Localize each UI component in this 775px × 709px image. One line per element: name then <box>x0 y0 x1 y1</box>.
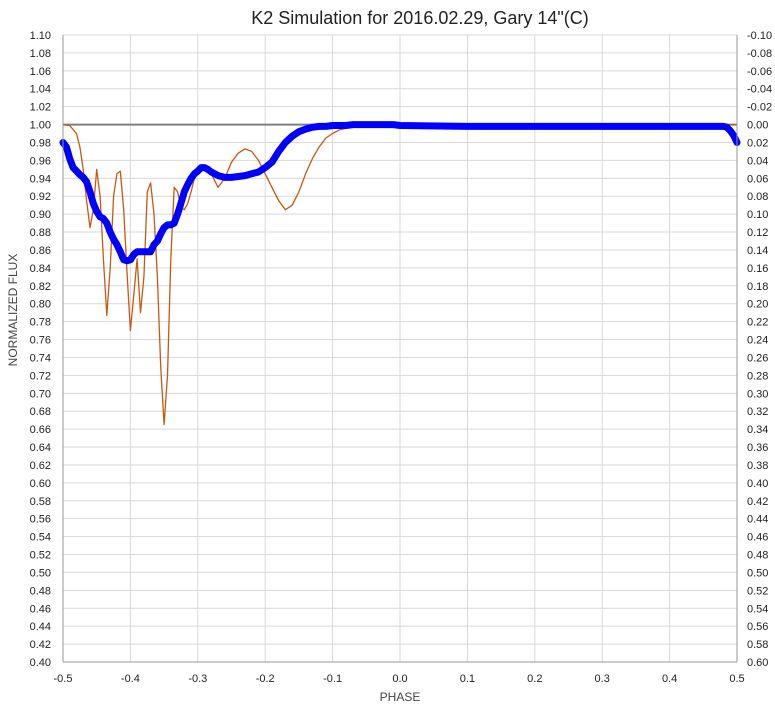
y2-tick-label: 0.54 <box>747 603 768 615</box>
y2-tick-label: -0.06 <box>747 66 772 78</box>
y2-tick-label: -0.04 <box>747 84 772 96</box>
y2-tick-label: 0.56 <box>747 621 768 633</box>
y-tick-label: 0.68 <box>30 406 51 418</box>
y-tick-label: 0.42 <box>30 639 51 651</box>
y-tick-label: 0.72 <box>30 370 51 382</box>
y2-tick-label: 0.12 <box>747 227 768 239</box>
y-tick-label: 1.04 <box>30 84 51 96</box>
y2-tick-label: 0.22 <box>747 317 768 329</box>
y-tick-label: 1.02 <box>30 102 51 114</box>
y-tick-label: 1.10 <box>30 30 51 42</box>
chart-title: K2 Simulation for 2016.02.29, Gary 14"(C… <box>251 8 589 28</box>
y2-tick-label: 0.28 <box>747 370 768 382</box>
y2-tick-label: 0.14 <box>747 245 768 257</box>
y2-tick-label: 0.44 <box>747 514 768 526</box>
y-tick-label: 0.76 <box>30 335 51 347</box>
y2-tick-label: 0.18 <box>747 281 768 293</box>
y-axis-label: NORMALIZED FLUX <box>6 254 20 367</box>
x-tick-label: -0.5 <box>54 673 73 685</box>
y-tick-label: 0.74 <box>30 352 51 364</box>
y2-tick-label: 0.58 <box>747 639 768 651</box>
y-tick-label: 1.06 <box>30 66 51 78</box>
x-tick-label: 0.1 <box>460 673 475 685</box>
x-tick-label: -0.3 <box>188 673 207 685</box>
y-tick-label: 0.84 <box>30 263 51 275</box>
y-tick-label: 0.54 <box>30 532 51 544</box>
y2-tick-label: 0.48 <box>747 550 768 562</box>
x-tick-label: -0.1 <box>323 673 342 685</box>
y2-tick-label: 0.16 <box>747 263 768 275</box>
y2-tick-label: 0.02 <box>747 137 768 149</box>
y-tick-label: 1.08 <box>30 48 51 60</box>
y2-tick-label: 0.52 <box>747 585 768 597</box>
y-tick-label: 0.56 <box>30 514 51 526</box>
y2-tick-label: 0.40 <box>747 478 768 490</box>
y-tick-label: 0.96 <box>30 155 51 167</box>
y2-tick-label: 0.36 <box>747 442 768 454</box>
y2-tick-label: 0.30 <box>747 388 768 400</box>
y2-tick-label: -0.02 <box>747 102 772 114</box>
y-tick-label: 0.98 <box>30 137 51 149</box>
y2-tick-label: 0.04 <box>747 155 768 167</box>
y-tick-label: 0.88 <box>30 227 51 239</box>
x-tick-label: 0.3 <box>595 673 610 685</box>
series-blue-line <box>59 121 741 265</box>
x-tick-label: 0.4 <box>662 673 677 685</box>
y2-tick-label: 0.42 <box>747 496 768 508</box>
y2-tick-label: 0.60 <box>747 657 768 669</box>
series-layer <box>59 121 741 426</box>
y-tick-label: 0.62 <box>30 460 51 472</box>
y-tick-label: 0.46 <box>30 603 51 615</box>
y2-tick-label: 0.10 <box>747 209 768 221</box>
y-tick-label: 0.80 <box>30 299 51 311</box>
y2-tick-label: 0.08 <box>747 191 768 203</box>
x-tick-label: 0.2 <box>527 673 542 685</box>
y-tick-label: 0.52 <box>30 550 51 562</box>
x-axis-label: PHASE <box>380 690 421 704</box>
y-tick-label: 0.66 <box>30 424 51 436</box>
y-tick-label: 0.44 <box>30 621 51 633</box>
x-tick-label: -0.2 <box>256 673 275 685</box>
y2-tick-label: 0.24 <box>747 335 768 347</box>
y2-tick-label: 0.00 <box>747 120 768 132</box>
y2-tick-label: 0.26 <box>747 352 768 364</box>
y-tick-label: 1.00 <box>30 120 51 132</box>
y-tick-label: 0.60 <box>30 478 51 490</box>
y-tick-label: 0.94 <box>30 173 51 185</box>
axes: 0.40 0.42 0.44 0.46 0.48 0.50 0.52 0.54 0.56 0.58… <box>30 30 773 685</box>
y-tick-label: 0.86 <box>30 245 51 257</box>
y2-tick-label: -0.08 <box>747 48 772 60</box>
y-tick-label: 0.90 <box>30 209 51 221</box>
y2-tick-label: -0.10 <box>747 30 772 42</box>
y2-tick-label: 0.34 <box>747 424 768 436</box>
x-tick-label: 0.0 <box>392 673 407 685</box>
y-tick-label: 0.50 <box>30 567 51 579</box>
y2-tick-label: 0.46 <box>747 532 768 544</box>
y2-tick-label: 0.38 <box>747 460 768 472</box>
x-tick-label: -0.4 <box>121 673 140 685</box>
y2-tick-label: 0.06 <box>747 173 768 185</box>
y-tick-label: 0.40 <box>30 657 51 669</box>
y-tick-label: 0.64 <box>30 442 51 454</box>
y-tick-label: 0.78 <box>30 317 51 329</box>
y2-tick-label: 0.20 <box>747 299 768 311</box>
y-tick-label: 0.58 <box>30 496 51 508</box>
y-tick-label: 0.70 <box>30 388 51 400</box>
y2-tick-label: 0.32 <box>747 406 768 418</box>
y-tick-label: 0.48 <box>30 585 51 597</box>
y-tick-label: 0.92 <box>30 191 51 203</box>
x-tick-label: 0.5 <box>729 673 744 685</box>
y2-tick-label: 0.50 <box>747 567 768 579</box>
y-tick-label: 0.82 <box>30 281 51 293</box>
